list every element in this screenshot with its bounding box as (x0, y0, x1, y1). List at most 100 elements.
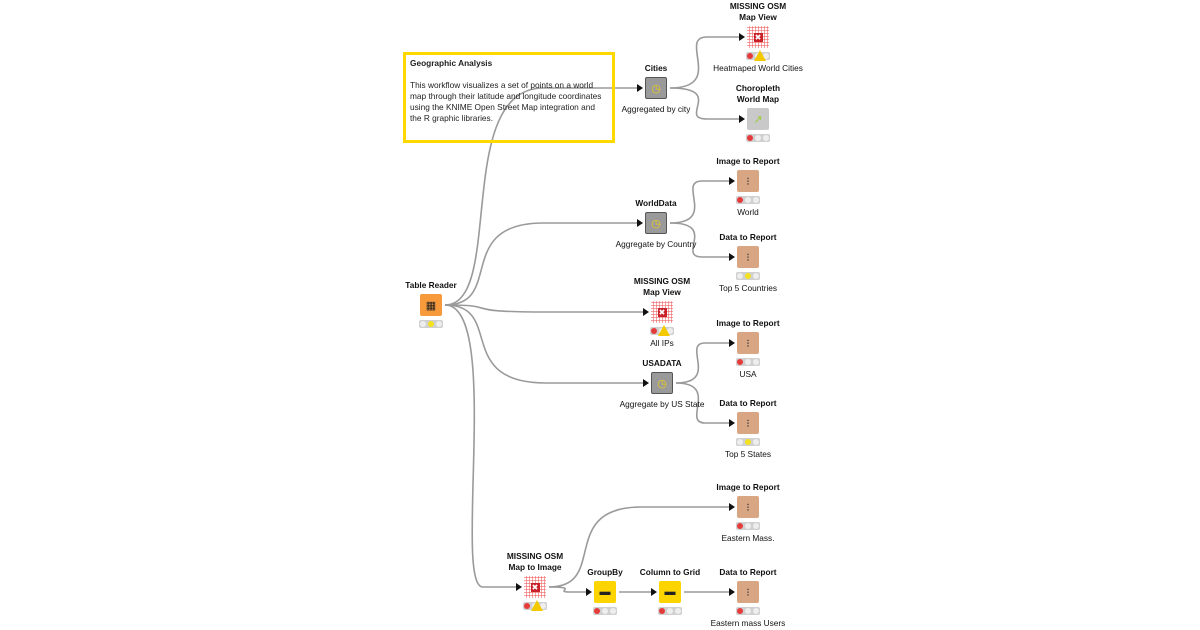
status-traffic-light (523, 600, 547, 611)
node-label[interactable]: Aggregate by Country (615, 239, 697, 249)
connection-osmimg-img3[interactable] (548, 506, 730, 588)
input-port-arrow[interactable] (729, 253, 735, 261)
status-traffic-light (746, 134, 770, 142)
node-world[interactable]: WorldData ◷ Aggregate by Country (591, 198, 721, 250)
metanode-clock-icon[interactable]: ◷ (645, 77, 667, 99)
input-port-arrow[interactable] (651, 588, 657, 596)
image-to-report-icon[interactable]: ⁝ (737, 332, 759, 354)
missing-node-icon[interactable]: ✖ (747, 26, 769, 48)
status-traffic-light (650, 325, 674, 336)
annotation-title: Geographic Analysis (410, 58, 493, 68)
image-to-report-icon[interactable]: ⁝ (737, 496, 759, 518)
node-img1[interactable]: Image to Report ⁝ World (683, 156, 813, 218)
status-traffic-light (736, 607, 760, 615)
data-to-report-icon[interactable]: ⁝ (737, 581, 759, 603)
node-title: Data to Report (719, 398, 777, 408)
status-traffic-light (736, 358, 760, 366)
node-label[interactable]: Heatmaped World Cities (713, 63, 803, 73)
input-port-arrow[interactable] (729, 339, 735, 347)
missing-node-icon[interactable]: ✖ (651, 301, 673, 323)
connection-cities-heat[interactable] (669, 36, 740, 89)
input-port-arrow[interactable] (739, 115, 745, 123)
node-label[interactable]: Top 5 States (724, 449, 772, 459)
metanode-clock-icon[interactable]: ◷ (645, 212, 667, 234)
status-traffic-light (419, 320, 443, 328)
node-img3[interactable]: Image to Report ⁝ Eastern Mass. (683, 482, 813, 544)
node-img2[interactable]: Image to Report ⁝ USA (683, 318, 813, 380)
node-title: MISSING OSM Map View (729, 1, 787, 22)
table-reader-icon[interactable]: ▦ (420, 294, 442, 316)
input-port-arrow[interactable] (643, 308, 649, 316)
node-title: Table Reader (405, 280, 457, 290)
annotation-body: This workflow visualizes a set of points… (410, 80, 602, 123)
connection-world-dat1[interactable] (669, 222, 730, 258)
input-port-arrow[interactable] (739, 33, 745, 41)
connection-reader-osmimg[interactable] (444, 304, 517, 588)
status-traffic-light (736, 196, 760, 204)
node-reader[interactable]: Table Reader ▦ (366, 280, 496, 328)
node-dat3[interactable]: Data to Report ⁝ Eastern mass Users (683, 567, 813, 629)
node-allips[interactable]: MISSING OSM Map View ✖ All IPs (597, 276, 727, 349)
node-cities[interactable]: Cities ◷ Aggregated by city (591, 63, 721, 115)
input-port-arrow[interactable] (637, 219, 643, 227)
input-port-arrow[interactable] (586, 588, 592, 596)
workflow-annotation[interactable]: Geographic Analysis This workflow visual… (403, 52, 615, 143)
groupby-icon[interactable]: ▬ (594, 581, 616, 603)
metanode-clock-icon[interactable]: ◷ (651, 372, 673, 394)
node-label[interactable]: Aggregate by US State (619, 399, 705, 409)
node-title: Image to Report (716, 156, 780, 166)
node-dat2[interactable]: Data to Report ⁝ Top 5 States (683, 398, 813, 460)
node-choro[interactable]: Choropleth World Map ↗ (693, 83, 823, 142)
node-label[interactable]: World (737, 207, 759, 217)
node-usa[interactable]: USADATA ◷ Aggregate by US State (597, 358, 727, 410)
node-title: Image to Report (716, 318, 780, 328)
node-osmimg[interactable]: MISSING OSM Map to Image ✖ (470, 551, 600, 611)
connection-usa-img2[interactable] (675, 342, 730, 384)
node-label[interactable]: Eastern mass Users (710, 618, 786, 628)
input-port-arrow[interactable] (643, 379, 649, 387)
connection-osmimg-groupby[interactable] (548, 586, 587, 593)
node-heat[interactable]: MISSING OSM Map View ✖ Heatmaped World Cit… (693, 1, 823, 74)
node-label[interactable]: USA (739, 369, 757, 379)
input-port-arrow[interactable] (516, 583, 522, 591)
connection-reader-usa[interactable] (444, 304, 644, 384)
node-title: Image to Report (716, 482, 780, 492)
node-col2grid[interactable]: Column to Grid ▬ (605, 567, 735, 615)
node-title: GroupBy (587, 567, 623, 577)
image-to-report-icon[interactable]: ⁝ (737, 170, 759, 192)
connection-usa-dat2[interactable] (675, 382, 730, 424)
status-traffic-light (746, 50, 770, 61)
connection-reader-allips[interactable] (444, 304, 644, 313)
connection-reader-cities[interactable] (444, 87, 638, 306)
input-port-arrow[interactable] (729, 419, 735, 427)
column-to-grid-icon[interactable]: ▬ (659, 581, 681, 603)
node-title: Column to Grid (639, 567, 701, 577)
node-title: MISSING OSM Map to Image (506, 551, 564, 572)
node-title: WorldData (635, 198, 677, 208)
warning-icon (658, 325, 670, 336)
status-traffic-light (658, 607, 682, 615)
node-label[interactable]: Eastern Mass. (721, 533, 775, 543)
input-port-arrow[interactable] (637, 84, 643, 92)
node-groupby[interactable]: GroupBy ▬ (540, 567, 670, 615)
node-label[interactable]: All IPs (650, 338, 674, 348)
node-title: Cities (644, 63, 668, 73)
node-label[interactable]: Top 5 Countries (718, 283, 778, 293)
node-title: Data to Report (719, 567, 777, 577)
node-title: MISSING OSM Map View (633, 276, 691, 297)
connection-reader-world[interactable] (444, 222, 638, 306)
data-to-report-icon[interactable]: ⁝ (737, 412, 759, 434)
input-port-arrow[interactable] (729, 177, 735, 185)
node-dat1[interactable]: Data to Report ⁝ Top 5 Countries (683, 232, 813, 294)
connection-world-img1[interactable] (669, 180, 730, 224)
r-view-icon[interactable]: ↗ (747, 108, 769, 130)
input-port-arrow[interactable] (729, 503, 735, 511)
connection-cities-choro[interactable] (669, 87, 740, 120)
node-title: Data to Report (719, 232, 777, 242)
input-port-arrow[interactable] (729, 588, 735, 596)
node-label[interactable]: Aggregated by city (621, 104, 691, 114)
data-to-report-icon[interactable]: ⁝ (737, 246, 759, 268)
missing-node-icon[interactable]: ✖ (524, 576, 546, 598)
